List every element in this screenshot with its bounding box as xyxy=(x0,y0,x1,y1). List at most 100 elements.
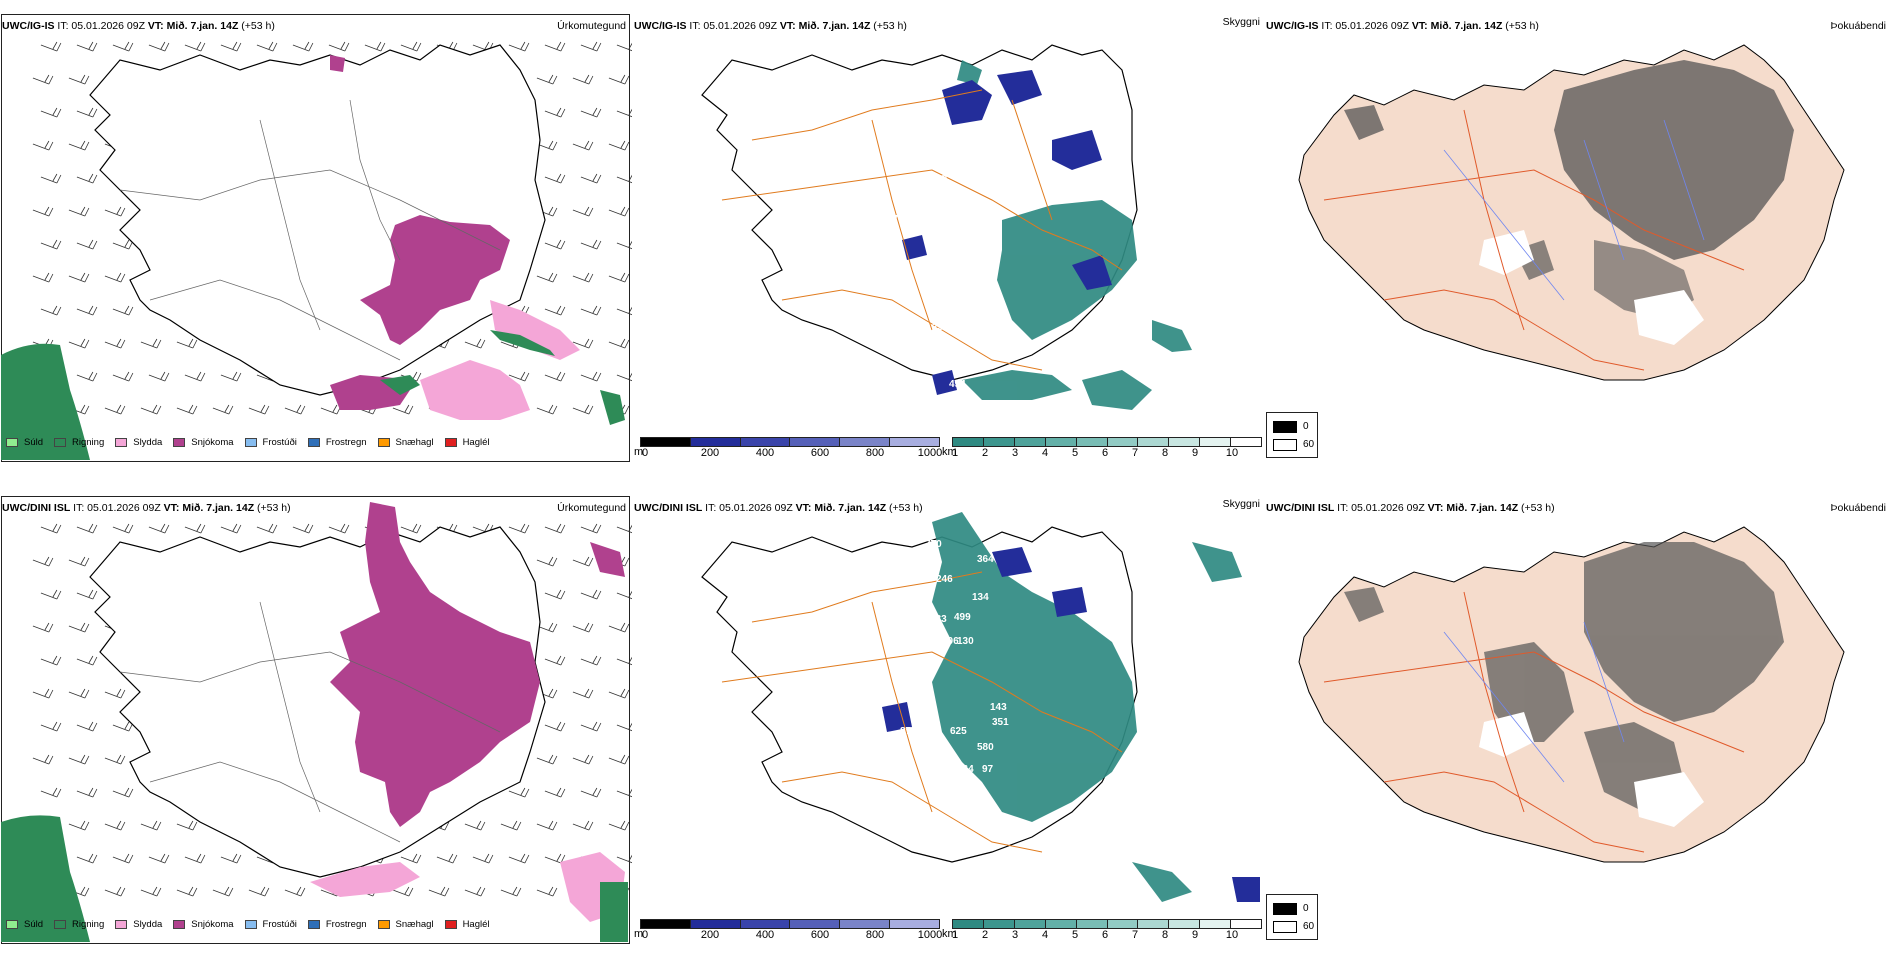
wind-barb xyxy=(572,206,594,217)
precip-type-panel-bottom: UWC/DINI ISL IT: 05.01.2026 09Z VT: Mið.… xyxy=(0,482,632,957)
header-it: IT: 05.01.2026 09Z xyxy=(1321,20,1409,32)
wind-barb xyxy=(544,173,566,184)
panel-header: UWC/DINI ISL IT: 05.01.2026 09Z VT: Mið.… xyxy=(2,502,291,514)
wind-barb xyxy=(608,820,630,831)
rain-east xyxy=(600,882,628,942)
wind-barb xyxy=(400,853,422,864)
wind-barb xyxy=(536,820,558,831)
visibility-label: 82 xyxy=(927,288,939,299)
wind-barb xyxy=(544,787,566,798)
wind-barb xyxy=(184,853,206,864)
wind-barb xyxy=(580,107,602,118)
visibility-label: 143 xyxy=(990,702,1007,713)
wind-barb xyxy=(608,206,630,217)
wind-barb xyxy=(616,306,632,316)
wind-barb xyxy=(536,754,558,765)
wind-barb xyxy=(544,589,566,600)
legend-item: Slydda xyxy=(115,919,162,930)
wind-barb xyxy=(104,820,126,831)
legend-item: Súld xyxy=(6,919,43,930)
visibility-bar-km xyxy=(952,919,1262,929)
wind-barb xyxy=(32,74,54,85)
visibility-label: 136 xyxy=(892,322,909,333)
wind-barb xyxy=(616,854,632,864)
wind-barb xyxy=(40,589,62,600)
wind-barb xyxy=(40,41,62,52)
legend-item: Haglél xyxy=(444,919,490,930)
wind-barb xyxy=(284,404,306,415)
wind-barb xyxy=(76,589,98,600)
wind-barb xyxy=(320,404,342,415)
fog-dark-areas xyxy=(1344,60,1794,320)
km-unit: km xyxy=(942,446,957,458)
wind-barb xyxy=(40,173,62,184)
roads xyxy=(1323,109,1745,371)
wind-barb xyxy=(608,74,630,85)
header-offset: (+53 h) xyxy=(1505,20,1539,32)
wind-barb xyxy=(292,41,314,52)
wind-barb xyxy=(536,272,558,283)
wind-barb xyxy=(112,41,134,52)
km-ticks: 1 2 3 4 5 6 7 8 9 10 xyxy=(951,929,1239,941)
wind-barb xyxy=(176,886,198,897)
wind-barb xyxy=(140,886,162,897)
visibility-label: 18 xyxy=(957,258,969,269)
header-offset: (+53 h) xyxy=(873,20,907,32)
visibility-label: 134 xyxy=(972,592,989,603)
header-offset: (+53 h) xyxy=(889,502,923,514)
wind-barb xyxy=(68,754,90,765)
wind-barb xyxy=(76,655,98,666)
wind-barb xyxy=(400,41,422,52)
wind-barb xyxy=(220,523,242,534)
header-it: IT: 05.01.2026 09Z xyxy=(705,502,793,514)
legend-item: Frostregn xyxy=(307,919,367,930)
wind-barb xyxy=(68,338,90,349)
wind-barb xyxy=(616,788,632,798)
roads xyxy=(721,89,1123,371)
wind-barb xyxy=(40,305,62,316)
legend-item: Slydda xyxy=(115,437,162,448)
wind-barb xyxy=(104,886,126,897)
wind-barb xyxy=(112,787,134,798)
wind-barb xyxy=(616,174,632,184)
wind-barb xyxy=(76,721,98,732)
panel-header: UWC/DINI ISL IT: 05.01.2026 09Z VT: Mið.… xyxy=(1266,502,1555,514)
wind-barb xyxy=(616,590,632,600)
wind-barb xyxy=(464,338,486,349)
header-it: IT: 05.01.2026 09Z xyxy=(57,20,145,32)
fog-swatch-60 xyxy=(1273,921,1297,933)
visibility-label: 964 xyxy=(957,764,974,775)
legend-item: Frostregn xyxy=(307,437,367,448)
wind-barb xyxy=(104,338,126,349)
precip-legend: Súld Rigning Slydda Snjókoma Frostúði Fr… xyxy=(6,437,501,448)
wind-barb xyxy=(104,404,126,415)
wind-barb xyxy=(544,239,566,250)
visibility-label: 133 xyxy=(905,342,922,353)
wind-barb xyxy=(140,338,162,349)
teal-visibility-areas xyxy=(957,60,1192,410)
precip-map xyxy=(1,502,632,942)
rivers xyxy=(1443,119,1705,301)
wind-barb xyxy=(40,239,62,250)
wind-barb xyxy=(148,371,170,382)
wind-barb xyxy=(76,173,98,184)
glacier-holes xyxy=(1479,712,1704,827)
wind-barb xyxy=(572,622,594,633)
wind-barb xyxy=(616,722,632,732)
wind-barb xyxy=(472,853,494,864)
fog-swatch-60 xyxy=(1273,439,1297,451)
visibility-label: 406 xyxy=(942,636,959,647)
wind-barb xyxy=(616,656,632,666)
wind-barb xyxy=(40,721,62,732)
wind-barb xyxy=(68,206,90,217)
header-model: UWC/IG-IS xyxy=(2,20,55,32)
legend-item: Snjókoma xyxy=(173,437,234,448)
wind-barb xyxy=(112,853,134,864)
rain-streaks xyxy=(380,330,625,425)
wind-barb xyxy=(464,820,486,831)
iceland-land xyxy=(1298,526,1845,863)
wind-barb xyxy=(508,853,530,864)
fog-indicator-panel-top: UWC/IG-IS IT: 05.01.2026 09Z VT: Mið. 7.… xyxy=(1264,0,1900,475)
wind-barb xyxy=(616,524,632,534)
